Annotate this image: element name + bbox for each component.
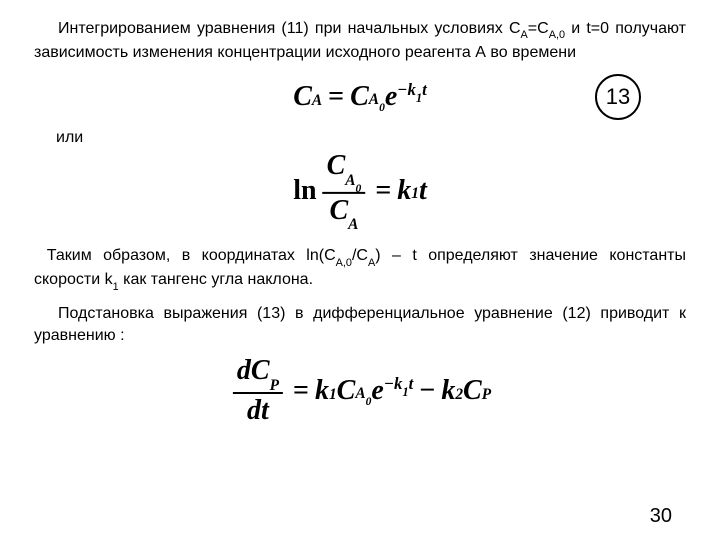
eqdcp-C1: C: [251, 355, 270, 386]
eq13-exp-1: 1: [416, 91, 422, 105]
eqdcp-lhs-num: dCP: [233, 356, 283, 390]
p1-text-b: =C: [528, 20, 549, 37]
p1-sub-a0: A,0: [549, 29, 565, 41]
eqdcp-k1-k: k: [315, 375, 329, 407]
eqdcp-exp-1: 1: [402, 385, 408, 399]
eqln-k1: 1: [411, 185, 419, 203]
eqln-den-C: C: [329, 195, 348, 226]
eq13-eq: =: [322, 81, 350, 113]
eq13-CA0-C: C: [350, 81, 369, 113]
equation-13: CA = CA0 e−k1t: [293, 81, 427, 113]
page: Интегрированием уравнения (11) при начал…: [0, 0, 720, 540]
eqln-num-sub: A0: [345, 172, 361, 189]
p2-a: Таким образом, в координатах ln(C: [47, 247, 336, 264]
eq13-exp-t: t: [422, 80, 427, 99]
eq13-e: e: [385, 81, 397, 113]
eqln-eq: =: [369, 174, 397, 206]
eq13-exp-k: k: [407, 80, 415, 99]
eqdcp-P1: P: [270, 377, 279, 394]
or-label: или: [56, 129, 686, 147]
paragraph-1: Интегрированием уравнения (11) при начал…: [34, 18, 686, 63]
eqdcp-t1: t: [261, 395, 269, 426]
eqdcp-eq: =: [287, 375, 315, 407]
eqdcp-d1: d: [237, 355, 251, 386]
eqdcp-k2-2: 2: [455, 386, 463, 404]
eqdcp-k1-1: 1: [329, 386, 337, 404]
eqdcp-CA0-C: C: [337, 375, 356, 407]
eqdcp-CP-C: C: [463, 375, 482, 407]
eq13-exp-minus: −: [397, 80, 407, 99]
p2-d: как тангенс угла наклона.: [119, 271, 313, 288]
equation-dcp-row: dCP dt = k1 CA0 e−k1t − k2 CP: [34, 356, 686, 426]
p2-sub-a: A: [368, 257, 375, 269]
eqln-num-0: 0: [356, 183, 362, 195]
equation-ln-row: ln CA0 CA = k1t: [34, 155, 686, 225]
equation-ln: ln CA0 CA = k1t: [293, 151, 427, 229]
eq13-exp: −k1t: [397, 80, 427, 103]
eq13-CA0-0: 0: [379, 102, 385, 114]
eqdcp-minus: −: [413, 375, 441, 407]
equation-13-number: 13: [595, 74, 641, 120]
equation-dcp: dCP dt = k1 CA0 e−k1t − k2 CP: [229, 356, 491, 426]
eqdcp-exp-m: −: [384, 374, 394, 393]
p2-sub-a0: A,0: [336, 257, 352, 269]
p2-b: /C: [352, 247, 368, 264]
eqdcp-lhs: dCP dt: [233, 356, 283, 426]
eqdcp-CA0-A: A: [355, 385, 365, 402]
equation-number-text: 13: [606, 84, 630, 110]
eqln-num: CA0: [323, 151, 366, 189]
eqdcp-CA0-0: 0: [366, 396, 372, 408]
eqln-den: CA: [325, 196, 362, 230]
equation-13-row: CA = CA0 e−k1t 13: [34, 73, 686, 121]
paragraph-2: Таким образом, в координатах ln(CA,0/CA)…: [34, 245, 686, 293]
eqln-k: k: [397, 174, 411, 206]
eqdcp-d2: d: [247, 395, 261, 426]
eqdcp-e: e: [371, 375, 383, 407]
eqln-num-A: A: [345, 172, 355, 189]
paragraph-3: Подстановка выражения (13) в дифференциа…: [34, 303, 686, 346]
eqdcp-exp-t: t: [409, 374, 414, 393]
p1-text-a: Интегрированием уравнения (11) при начал…: [58, 20, 521, 37]
eqdcp-CP-P: P: [482, 386, 491, 404]
eq13-CA-C: C: [293, 81, 312, 113]
p1-sub-a: A: [521, 29, 528, 41]
eqdcp-CA0-sub: A0: [355, 385, 371, 405]
equation-number-circle: 13: [595, 74, 641, 120]
eqln-ln: ln: [293, 174, 318, 206]
eqdcp-k2-k: k: [441, 375, 455, 407]
eqln-den-A: A: [348, 216, 358, 233]
eq13-CA-A: A: [312, 92, 322, 110]
eq13-CA0-A: A: [369, 91, 379, 108]
eqln-num-C: C: [327, 150, 346, 181]
eqdcp-exp: −k1t: [384, 374, 414, 397]
page-number: 30: [650, 505, 672, 528]
eq13-CA0-sub: A0: [369, 91, 385, 111]
eqdcp-lhs-den: dt: [243, 396, 273, 426]
p2-sub-1: 1: [113, 281, 119, 293]
eqln-t: t: [419, 174, 427, 206]
eqln-frac: CA0 CA: [323, 151, 366, 229]
